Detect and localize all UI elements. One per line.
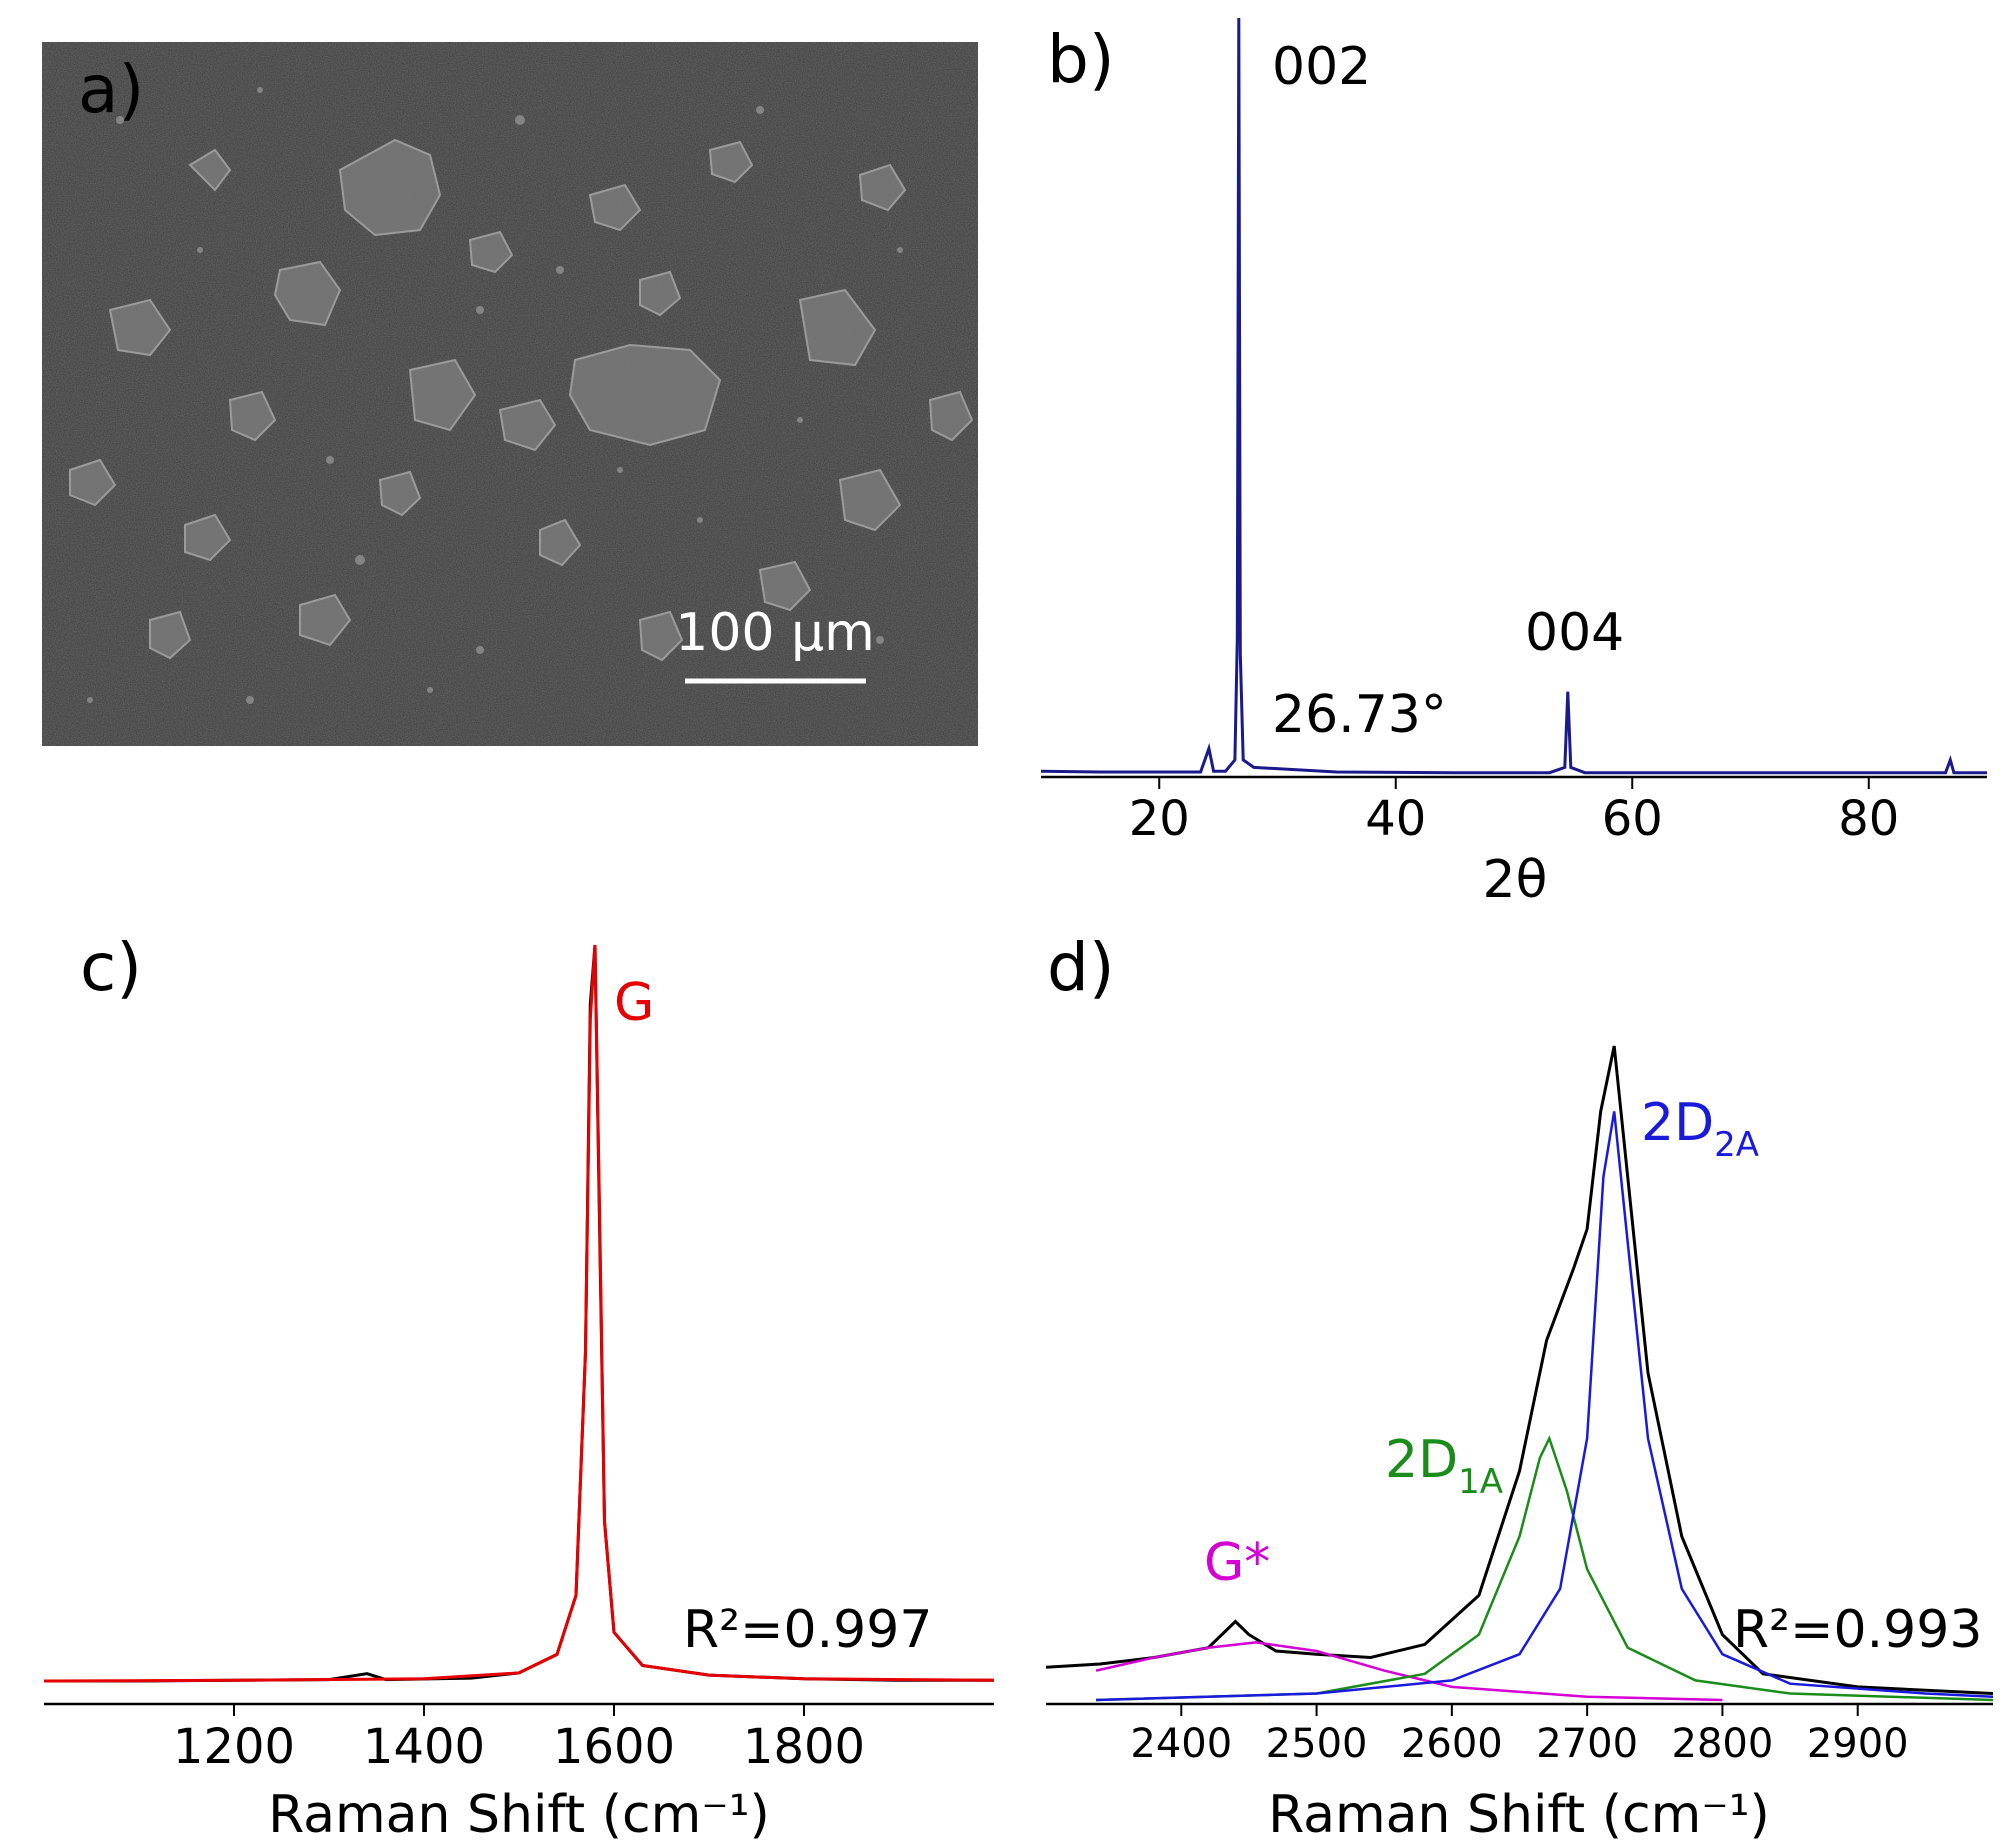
xrd-x-axis-label: 2θ	[1483, 850, 1548, 910]
xrd-peak-label-002: 002	[1272, 37, 1371, 97]
raman-d-tick-label-2800: 2800	[1672, 1721, 1774, 1767]
panel-label-c: c)	[80, 929, 142, 1006]
raman-d-2d1a-label: 2D1A	[1385, 1430, 1503, 1502]
panel-label-d: d)	[1047, 929, 1115, 1006]
raman-c-data-line	[44, 944, 994, 1683]
panel-label-b: b)	[1047, 21, 1115, 98]
raman-d-tick-label-2900: 2900	[1807, 1721, 1909, 1767]
raman-d-r2-label: R²=0.993	[1733, 1600, 1982, 1660]
panel-d-raman-2d: d) 2400 2500 2600 2700 2800 2900 G* 2D1A 2D2A…	[1045, 929, 1994, 1845]
panel-c-raman-g: c) 1200 1400 1600 1800 G R²=0.997 Raman Shi…	[43, 929, 995, 1845]
xrd-tick-label-80: 80	[1838, 791, 1899, 847]
raman-d-ticks: 2400 2500 2600 2700 2800 2900	[1130, 1704, 1909, 1767]
raman-d-gstar-label: G*	[1204, 1533, 1270, 1593]
raman-d-tick-label-2400: 2400	[1130, 1721, 1232, 1767]
raman-d-2d1a-fit-line	[1096, 1435, 1994, 1702]
raman-c-tick-label-1800: 1800	[743, 1719, 865, 1775]
raman-c-tick-label-1200: 1200	[173, 1719, 295, 1775]
raman-d-tick-label-2600: 2600	[1401, 1721, 1503, 1767]
raman-c-x-axis-label: Raman Shift (cm⁻¹)	[268, 1785, 770, 1845]
raman-d-2d2a-fit-line	[1096, 1111, 1994, 1702]
raman-c-ticks: 1200 1400 1600 1800	[173, 1704, 865, 1775]
raman-c-tick-label-1400: 1400	[363, 1719, 485, 1775]
raman-c-fit-line	[43, 944, 995, 1683]
panel-label-a: a)	[78, 51, 144, 128]
xrd-tick-label-20: 20	[1129, 791, 1190, 847]
raman-c-r2-label: R²=0.997	[683, 1600, 932, 1660]
xrd-tick-label-60: 60	[1602, 791, 1663, 847]
raman-d-tick-label-2500: 2500	[1266, 1721, 1368, 1767]
xrd-tick-label-40: 40	[1365, 791, 1426, 847]
xrd-series-line	[1040, 17, 1987, 775]
raman-d-data-line	[1045, 1045, 1994, 1695]
xrd-peak-position-label: 26.73°	[1272, 685, 1447, 745]
raman-c-g-label: G	[614, 973, 654, 1033]
panel-b-xrd: b) 20 40 60 80 002 26.73° 004 2θ	[1040, 17, 1987, 910]
xrd-ticks: 20 40 60 80	[1129, 777, 1899, 847]
raman-d-2d2a-label: 2D2A	[1641, 1093, 1759, 1165]
raman-d-x-axis-label: Raman Shift (cm⁻¹)	[1268, 1785, 1770, 1845]
raman-c-tick-label-1600: 1600	[553, 1719, 675, 1775]
scale-bar-label: 100 µm	[675, 603, 875, 663]
panel-a-sem: 100 µm a)	[42, 42, 978, 746]
raman-d-tick-label-2700: 2700	[1536, 1721, 1638, 1767]
xrd-peak-label-004: 004	[1525, 603, 1624, 663]
raman-d-gstar-fit-line	[1095, 1641, 1723, 1702]
sem-particles	[42, 42, 978, 746]
